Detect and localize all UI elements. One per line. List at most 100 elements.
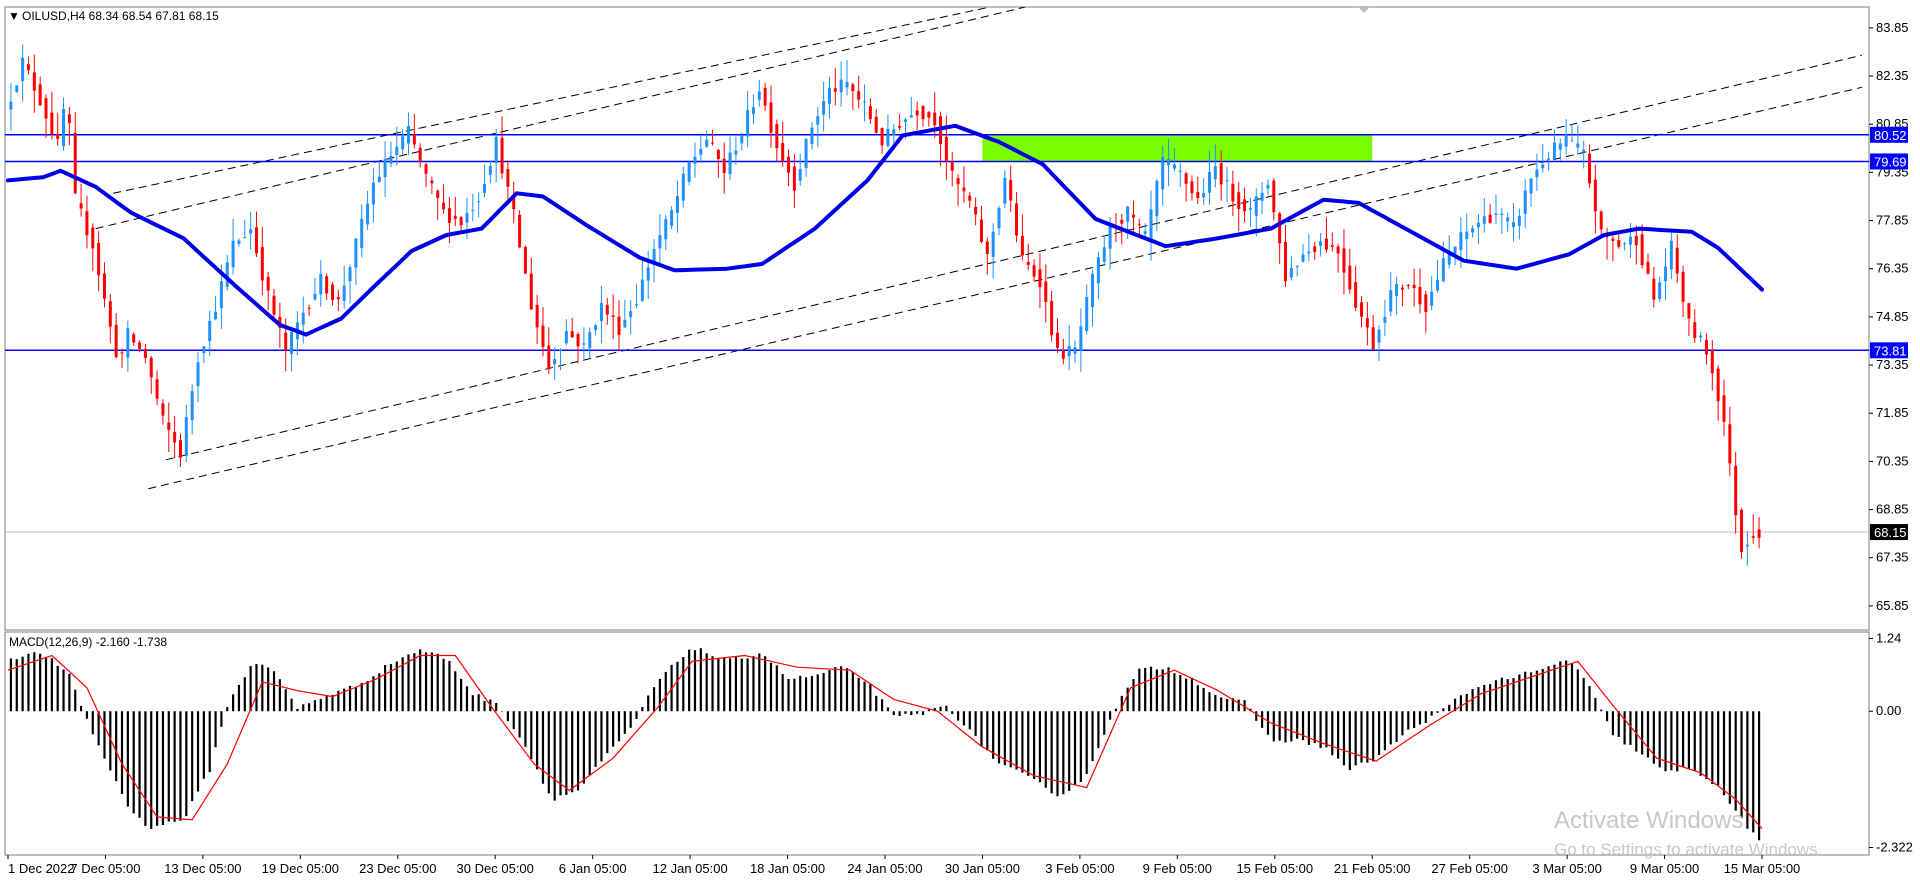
candle-body <box>921 106 925 120</box>
candle-body <box>38 84 42 106</box>
candle-body <box>1254 196 1258 216</box>
price-panel-frame[interactable] <box>4 6 1870 631</box>
candle-body <box>886 128 890 146</box>
candle-body <box>693 156 697 164</box>
candle-body <box>1336 246 1340 254</box>
candle-body <box>1020 235 1024 256</box>
moving-average-line <box>6 123 1764 337</box>
candle-body <box>301 312 305 325</box>
candle-body <box>547 345 551 368</box>
candle-body <box>1377 329 1381 343</box>
horizontal-levels <box>5 134 1869 352</box>
candle-body <box>675 195 679 213</box>
current-price-label-bg <box>1870 524 1908 541</box>
candle-body <box>1009 179 1013 201</box>
candle-body <box>1681 271 1685 302</box>
candle-body <box>1745 544 1749 547</box>
candle-body <box>839 79 843 93</box>
candle-body <box>1342 248 1346 273</box>
candle-body <box>488 165 492 175</box>
candle-body <box>1488 214 1492 223</box>
candle-body <box>1044 281 1048 303</box>
candle-body <box>149 357 153 378</box>
time-tick-label: 24 Jan 05:00 <box>847 861 922 876</box>
candle-body <box>722 158 726 174</box>
level-label-bg <box>1870 342 1908 359</box>
candle-body <box>1699 335 1703 338</box>
candle-body <box>1500 213 1504 216</box>
candle-body <box>933 112 937 126</box>
candle-body <box>1599 211 1603 230</box>
price-tick-label: 76.35 <box>1876 261 1909 276</box>
candle-body <box>1593 179 1597 212</box>
candle-body <box>1184 173 1188 184</box>
price-axis: 83.8582.3580.8579.3577.8576.3574.8573.35… <box>1869 20 1909 613</box>
candle-body <box>576 334 580 347</box>
candle-body <box>1190 181 1194 194</box>
candle-body <box>1728 424 1732 464</box>
candle-body <box>254 227 258 254</box>
activate-windows-title: Activate Windows <box>1554 807 1743 834</box>
candle-body <box>974 206 978 215</box>
candle-body <box>1582 149 1586 153</box>
candle-body <box>518 214 522 248</box>
candle-body <box>436 190 440 198</box>
candle-body <box>1418 287 1422 305</box>
candle-body <box>687 162 691 182</box>
candle-body <box>1675 247 1679 274</box>
candle-body <box>658 235 662 249</box>
candle-body <box>1687 303 1691 319</box>
candle-body <box>91 227 95 249</box>
candle-body <box>1003 177 1007 204</box>
price-tick-label: 82.35 <box>1876 68 1909 83</box>
candle-body <box>1523 190 1527 214</box>
level-label-bg <box>1870 126 1908 143</box>
chart-menu-marker[interactable]: ▼ <box>8 9 20 23</box>
candle-body <box>494 136 498 164</box>
macd-panel-frame[interactable] <box>4 631 1870 856</box>
candle-body <box>483 184 487 193</box>
candle-body <box>734 150 738 155</box>
candle-body <box>1050 301 1054 336</box>
candle-body <box>143 348 147 359</box>
candle-body <box>594 325 598 331</box>
candle-body <box>453 215 457 219</box>
candle-body <box>775 123 779 149</box>
candle-body <box>769 102 773 133</box>
candle-body <box>202 346 206 354</box>
candle-body <box>640 279 644 301</box>
candle-body <box>1704 339 1708 355</box>
candle-body <box>1161 157 1165 190</box>
activate-windows-subtitle: Go to Settings to activate Windows. <box>1554 840 1822 859</box>
time-tick-label: 6 Jan 05:00 <box>559 861 627 876</box>
candle-body <box>1032 265 1036 277</box>
candle-body <box>1289 267 1293 278</box>
candle-body <box>1506 217 1510 222</box>
candle-body <box>1295 265 1299 267</box>
candle-body <box>132 334 136 343</box>
candle-body <box>851 84 855 92</box>
candle-body <box>1178 170 1182 172</box>
chart-shift-marker-icon[interactable] <box>1358 7 1370 13</box>
candle-body <box>1272 180 1276 213</box>
candle-body <box>97 242 101 276</box>
candle-body <box>1529 178 1533 194</box>
candle-body <box>1693 322 1697 339</box>
channel-line <box>95 7 1026 230</box>
price-tick-label: 65.85 <box>1876 598 1909 613</box>
candle-body <box>471 209 475 211</box>
candle-body <box>1751 536 1755 538</box>
candle-body <box>1669 240 1673 270</box>
candle-body <box>1383 316 1387 323</box>
candle-body <box>161 403 165 416</box>
candle-body <box>1149 209 1153 241</box>
candle-body <box>371 182 375 205</box>
candle-body <box>219 281 223 309</box>
candle-body <box>711 142 715 144</box>
candle-body <box>465 213 469 223</box>
time-tick-label: 15 Mar 05:00 <box>1724 861 1801 876</box>
price-tick-label: 83.85 <box>1876 20 1909 35</box>
candle-body <box>1640 234 1644 266</box>
candle-body <box>570 331 574 338</box>
